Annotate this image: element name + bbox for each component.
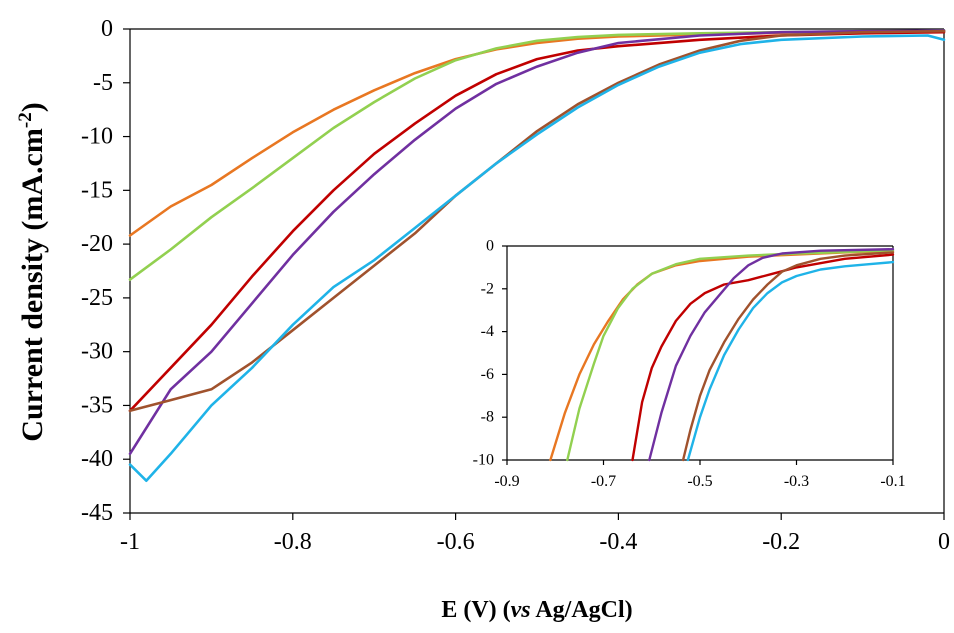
main-series-line-3: [128, 30, 946, 413]
main-x-tick-label: -0.6: [437, 529, 475, 555]
inset-y-tick-label: -8: [481, 409, 494, 426]
main-y-tick-label: -40: [81, 446, 113, 472]
x-axis-label-part-1: E (V) (: [441, 597, 510, 623]
inset-x-tick-label: -0.3: [784, 473, 809, 490]
y-axis-label-part-3: ): [16, 102, 49, 112]
inset-series-line-3: [631, 253, 895, 462]
main-y-tick-label: -30: [81, 339, 113, 365]
main-y-tick-label: -35: [81, 392, 113, 418]
inset-plot-background: [507, 246, 893, 460]
inset-x-tick-label: -0.5: [687, 473, 712, 490]
main-x-tick-label: -0.8: [274, 529, 312, 555]
inset-series-line-5: [681, 251, 895, 462]
inset-plot: -0.9 -0.7 -0.5 -0.3 -0.1 0 -2 -4 -6 -8 -10: [473, 238, 906, 491]
main-y-tick-label: -45: [81, 500, 113, 526]
inset-y-tick-label: -4: [481, 323, 494, 340]
main-y-tick-label: -25: [81, 285, 113, 311]
inset-series-line-4: [648, 248, 895, 462]
inset-y-tick-label: -6: [481, 366, 494, 383]
main-y-tick-label: -20: [81, 231, 113, 257]
main-series-line-4: [128, 29, 946, 456]
main-y-tick-label: -15: [81, 177, 113, 203]
inset-y-tick-label: -2: [481, 280, 494, 297]
inset-series-line-6: [686, 260, 895, 462]
main-x-tick-label: -0.4: [599, 529, 637, 555]
y-axis-label: Current density (mA.cm-2): [15, 102, 49, 441]
main-y-tick-label: 0: [101, 16, 113, 42]
inset-x-tick-label: -0.1: [880, 473, 905, 490]
main-plot: -1 -0.8 -0.6 -0.4 -0.2 00-5-10-15-20-25-30-35…: [81, 16, 950, 555]
main-x-tick-label: -1: [120, 529, 140, 555]
main-y-tick-label: -10: [81, 124, 113, 150]
main-y-tick-label: -5: [93, 70, 113, 96]
inset-y-tick-label: 0: [486, 238, 494, 255]
main-series-line-2: [128, 29, 946, 281]
inset-y-tick-label: -10: [473, 452, 494, 469]
x-axis-label: E (V) (vs Ag/AgCl): [441, 597, 632, 623]
y-axis-label-superscript: -2: [15, 112, 36, 128]
x-axis-label-part-2: vs: [511, 597, 531, 623]
inset-x-tick-label: -0.7: [591, 473, 616, 490]
main-series-line-6: [128, 34, 946, 482]
main-x-tick-label: -0.2: [762, 529, 800, 555]
x-axis-label-part-3: Ag/AgCl): [531, 597, 633, 623]
y-axis-label-part-1: Current density (mA.cm: [16, 128, 49, 442]
main-x-tick-label: 0: [938, 529, 950, 555]
inset-x-tick-label: -0.9: [494, 473, 519, 490]
